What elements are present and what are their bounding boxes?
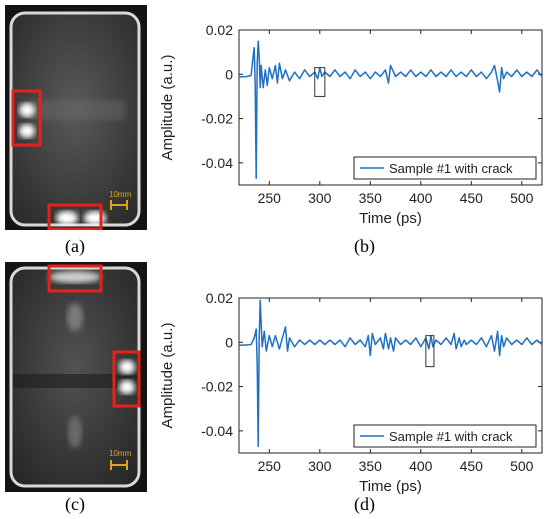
plot-frame (238, 297, 543, 454)
y-tick-label: 0.02 (206, 22, 233, 38)
y-tick-label: 0 (225, 66, 233, 82)
caption-c: (c) (65, 494, 85, 514)
scale-label: 10mm (109, 449, 132, 458)
x-tick-label: 500 (510, 458, 534, 474)
x-tick-label: 450 (460, 458, 484, 474)
y-tick-label: -0.04 (201, 155, 233, 171)
y-axis-label: Amplitude (a.u.) (159, 55, 176, 161)
plot-frame (238, 29, 543, 186)
legend-label: Sample #1 with crack (389, 161, 513, 176)
x-tick-label: 250 (258, 458, 282, 474)
scale-bar-icon (110, 200, 128, 210)
sample-image-a: 10mm (5, 5, 147, 230)
scale-bar-icon (110, 460, 128, 470)
legend-box (353, 156, 537, 180)
x-tick-label: 300 (308, 458, 332, 474)
y-tick-label: 0.02 (206, 290, 233, 306)
y-axis-label: Amplitude (a.u.) (159, 323, 176, 429)
caption-b: (b) (354, 236, 375, 256)
y-tick-label: -0.04 (201, 423, 233, 439)
y-tick-label: 0 (225, 334, 233, 350)
legend-label: Sample #1 with crack (389, 429, 513, 444)
legend-box (353, 424, 537, 448)
crack-highlight-box (47, 264, 103, 293)
caption-a: (a) (65, 236, 85, 256)
x-tick-label: 500 (510, 190, 534, 206)
crack-highlight-box (47, 203, 103, 230)
x-axis-label: Time (ps) (359, 478, 422, 495)
x-tick-label: 400 (409, 458, 433, 474)
crack-highlight-box (11, 89, 42, 147)
caption-d: (d) (354, 494, 375, 514)
chart-b: 250 300 350 400 450 500 0.02 0 -0.02 -0.04 Time (p… (159, 22, 543, 227)
region-marker-box (314, 67, 326, 97)
sample-image-c: 10mm (5, 262, 147, 492)
x-axis-label: Time (ps) (359, 210, 422, 227)
x-tick-label: 400 (409, 190, 433, 206)
y-tick-label: -0.02 (201, 111, 233, 127)
scale-label: 10mm (109, 190, 132, 199)
x-tick-label: 250 (258, 190, 282, 206)
series-line (238, 40, 543, 180)
series-line (238, 299, 543, 448)
x-tick-label: 350 (359, 458, 383, 474)
x-tick-label: 350 (359, 190, 383, 206)
x-tick-label: 300 (308, 190, 332, 206)
chart-d: 250 300 350 400 450 500 0.02 0 -0.02 -0.04 Time (p… (159, 290, 543, 495)
y-tick-label: -0.02 (201, 379, 233, 395)
x-tick-label: 450 (460, 190, 484, 206)
crack-highlight-box (112, 350, 141, 408)
region-marker-box (425, 335, 435, 368)
